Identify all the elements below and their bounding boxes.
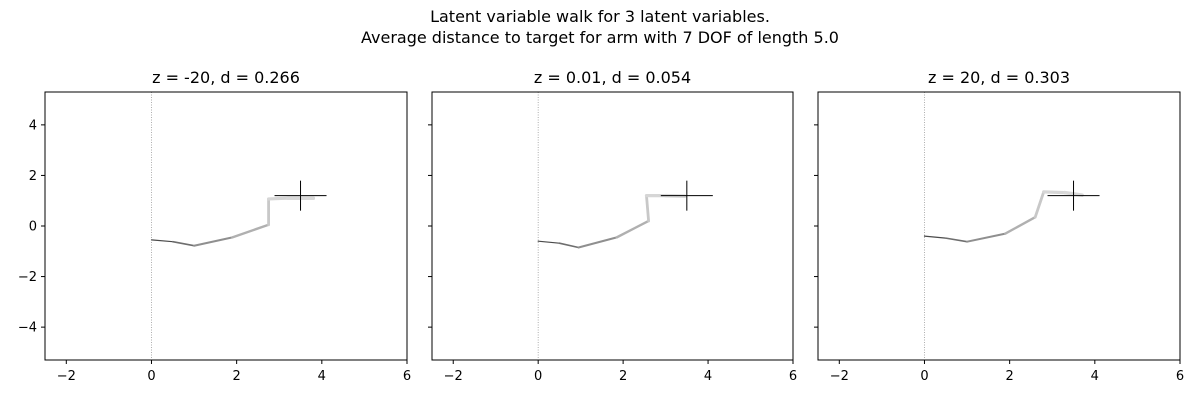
x-tick-label: 2 (619, 369, 627, 384)
subplot-title: z = 0.01, d = 0.054 (534, 68, 691, 87)
plot-area (923, 92, 1100, 360)
axes-frame (817, 91, 1181, 361)
arm-segment (537, 240, 561, 244)
arm-segment (1042, 190, 1067, 195)
arm-segment (1004, 215, 1037, 235)
arm-segment (150, 239, 174, 243)
arm-segment (1033, 190, 1046, 219)
axes-frame (431, 91, 794, 361)
y-tick-label: 4 (29, 118, 37, 133)
arm-segment (645, 194, 650, 223)
arm-segment (193, 236, 234, 247)
x-tick-label: 6 (789, 369, 797, 384)
x-tick-label: 4 (704, 369, 712, 384)
figure-title-line-2: Average distance to target for arm with … (361, 28, 839, 47)
x-tick-label: 0 (147, 369, 155, 384)
x-tick-label: −2 (830, 369, 849, 384)
subplot-title: z = 20, d = 0.303 (928, 68, 1070, 87)
arm-segment (558, 242, 580, 249)
axes-frame (44, 91, 408, 361)
x-tick-label: 0 (920, 369, 928, 384)
y-tick-label: −2 (18, 270, 37, 285)
arm-segment (615, 219, 650, 239)
arm-segment (577, 236, 618, 249)
x-tick-label: 4 (1091, 369, 1099, 384)
arm-segment (944, 237, 968, 243)
y-tick-label: 0 (29, 220, 37, 235)
y-tick-label: 2 (29, 169, 37, 184)
y-tick-label: −4 (18, 321, 37, 336)
subplot-1: z = -20, d = 0.266 −2 0 2 4 6 −4 −2 0 2 4 (18, 68, 411, 384)
arm-segment (923, 235, 947, 239)
x-tick-label: −2 (57, 369, 76, 384)
subplot-2: z = 0.01, d = 0.054 −2 0 2 4 6 (428, 68, 797, 384)
figure-title-line-1: Latent variable walk for 3 latent variab… (430, 7, 770, 26)
x-tick-label: −2 (444, 369, 463, 384)
x-tick-label: 6 (403, 369, 411, 384)
plot-area (537, 92, 713, 360)
arm-segment (171, 240, 195, 247)
x-tick-label: 0 (534, 369, 542, 384)
x-tick-label: 2 (1006, 369, 1014, 384)
x-tick-label: 2 (233, 369, 241, 384)
subplot-title: z = -20, d = 0.266 (152, 68, 300, 87)
subplot-3: z = 20, d = 0.303 −2 0 2 4 6 (814, 68, 1184, 384)
plot-area (150, 92, 327, 360)
x-tick-label: 4 (318, 369, 326, 384)
x-tick-label: 6 (1176, 369, 1184, 384)
arm-segment (266, 196, 290, 201)
arm-segment (231, 223, 270, 239)
arm-segment (966, 232, 1007, 243)
